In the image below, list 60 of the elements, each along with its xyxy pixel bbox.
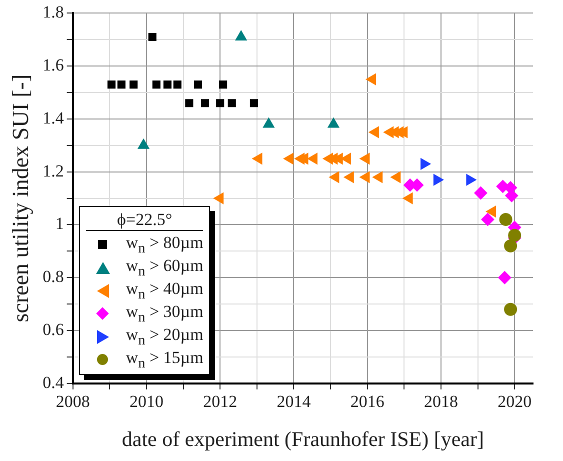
y-tick-label: 1.4 [42,108,64,128]
point [474,186,488,200]
y-tick-label: 1.2 [42,161,64,180]
point [307,152,318,164]
point [117,80,126,89]
y-axis-title: screen utility index SUI [-] [8,74,33,322]
point [163,80,172,89]
x-tick-label: 2010 [129,392,164,412]
point [200,99,210,108]
point [152,80,160,89]
point [360,152,370,164]
legend-label: w$_{n}$ > 60µm [126,256,204,280]
point [250,99,258,108]
y-tick-label: 1 [55,214,64,234]
point [344,171,354,183]
y-tick-label: 1.8 [42,2,64,22]
point [148,32,156,42]
point [390,171,401,183]
legend-label: w$_{n}$ > 30µm [126,302,204,326]
point [130,80,138,89]
y-tick-label: 0.4 [42,372,64,392]
y-tick-label: 0.8 [42,267,64,286]
legend-label: w$_{n}$ > 15µm [126,348,204,372]
x-tick-label: 2008 [56,392,90,412]
point [360,171,370,183]
point [219,80,228,89]
point [504,302,518,316]
point [481,212,494,226]
point [368,126,379,138]
point [173,80,182,89]
point [505,189,518,202]
point [498,271,512,284]
point [486,206,496,218]
point [284,152,294,164]
legend-label: w$_{n}$ > 80µm [126,232,204,258]
legend-label: w$_{n}$ > 20µm [126,324,204,350]
point [504,239,518,252]
point [185,99,194,108]
y-tick-label: 0.6 [42,320,64,339]
x-axis-title: date of experiment (Fraunhofer ISE) [year] [122,426,484,451]
point [107,80,116,89]
point [366,74,376,86]
x-tick-label: 2012 [203,392,238,412]
x-tick-label: 2016 [350,392,384,412]
legend-label: w$_{n}$ > 40µm [126,278,204,304]
point [402,192,413,204]
point [216,99,224,108]
point [214,192,224,204]
point [194,80,202,89]
point [508,228,522,242]
legend-title: ϕ=22.5° [86,210,204,232]
x-tick-label: 2014 [276,392,312,412]
x-tick-label: 2018 [424,392,458,412]
x-tick-label: 2020 [498,392,532,412]
point [499,212,512,226]
point [228,99,236,108]
point [372,171,383,183]
point [329,171,340,183]
y-tick-label: 1.6 [42,56,64,75]
point [252,152,262,164]
